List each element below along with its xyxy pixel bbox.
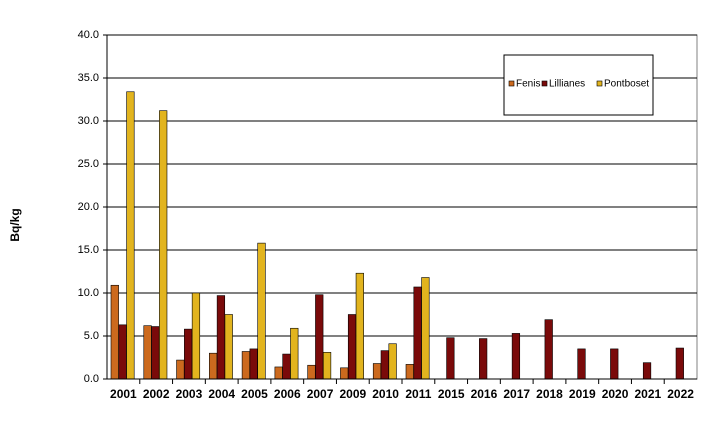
x-tick-label: 2017: [503, 387, 530, 401]
legend-label: Pontboset: [604, 79, 649, 90]
legend-swatch: [596, 80, 603, 87]
bar: [544, 319, 553, 380]
x-tick-label: 2007: [307, 387, 334, 401]
x-tick-label: 2009: [339, 387, 366, 401]
x-tick-label: 2021: [634, 387, 661, 401]
bar: [257, 242, 266, 380]
bar: [577, 348, 586, 380]
legend-label: Fenis: [516, 79, 540, 90]
bar: [191, 292, 201, 380]
bar: [307, 364, 316, 380]
x-tick-label: 2018: [536, 387, 563, 401]
y-tick-label: 0.0: [84, 373, 99, 385]
bar: [610, 348, 619, 380]
bar: [642, 362, 652, 380]
y-tick-label: 20.0: [78, 201, 99, 213]
y-tick-label: 5.0: [84, 330, 99, 342]
y-tick-label: 30.0: [78, 115, 99, 127]
bar: [290, 327, 299, 380]
x-tick-label: 2005: [241, 387, 268, 401]
x-tick-label: 2003: [176, 387, 203, 401]
x-tick-label: 2011: [405, 387, 431, 401]
x-tick-label: 2004: [208, 387, 235, 401]
y-tick-label: 35.0: [78, 72, 99, 84]
x-tick-label: 2015: [438, 387, 465, 401]
bar: [274, 366, 283, 380]
x-tick-label: 2010: [372, 387, 399, 401]
bar: [511, 333, 521, 380]
x-tick-label: 2020: [602, 387, 629, 401]
x-tick-label: 2022: [667, 387, 694, 401]
bar: [216, 295, 226, 380]
legend-box: [503, 54, 654, 116]
y-tick-label: 25.0: [78, 158, 99, 170]
legend-label: Lillianes: [549, 79, 585, 90]
bar: [380, 350, 389, 380]
bar: [224, 314, 233, 380]
legend-swatch: [541, 80, 548, 87]
bar: [176, 359, 185, 380]
bar: [372, 363, 382, 380]
bar: [143, 325, 152, 380]
bar: [405, 364, 414, 380]
bar: [126, 91, 135, 380]
y-axis-label: Bq/kg: [8, 208, 22, 241]
bar: [322, 352, 332, 380]
bar: [151, 326, 160, 380]
bar: [159, 110, 168, 380]
bar: [282, 353, 291, 380]
bar: [241, 351, 251, 380]
bar: [479, 338, 488, 380]
bar: [413, 286, 422, 380]
bar: [209, 352, 218, 380]
bar: [315, 294, 324, 380]
x-tick-label: 2016: [471, 387, 498, 401]
bar: [388, 343, 397, 380]
bar: [355, 272, 364, 380]
bar: [118, 324, 127, 380]
x-tick-label: 2019: [569, 387, 596, 401]
x-tick-label: 2002: [143, 387, 170, 401]
bar: [446, 337, 455, 380]
bar: [340, 367, 349, 380]
legend-swatch: [508, 80, 515, 87]
legend: Fenis Lillianes Pontboset: [503, 54, 654, 116]
y-tick-label: 40.0: [78, 29, 99, 41]
bar: [347, 314, 357, 380]
x-tick-label: 2006: [274, 387, 301, 401]
bar: [421, 277, 430, 380]
bar: [249, 348, 258, 380]
bar: [675, 347, 684, 380]
y-tick-label: 15.0: [78, 244, 99, 256]
y-tick-label: 10.0: [78, 287, 99, 299]
bar: [110, 284, 119, 380]
x-tick-label: 2001: [110, 387, 137, 401]
bar: [184, 328, 193, 380]
